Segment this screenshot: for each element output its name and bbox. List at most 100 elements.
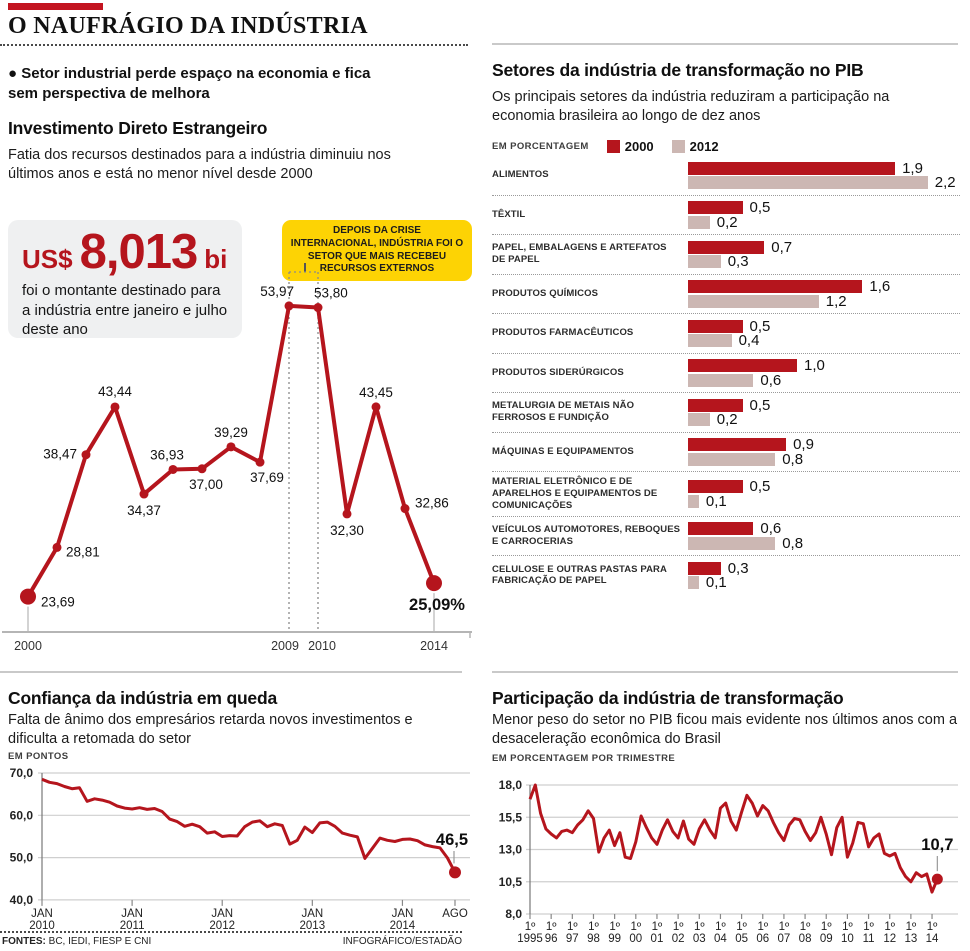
sector-row: VEÍCULOS AUTOMOTORES, REBOQUES E CARROCE…	[492, 517, 960, 557]
bar-value: 0,5	[749, 478, 771, 496]
sector-label: TÊXTIL	[492, 208, 526, 220]
point-label: 32,86	[415, 496, 449, 511]
bar-2000	[688, 561, 721, 575]
unit-suffix: bi	[204, 244, 228, 274]
x-tick-label: 1º 08	[799, 921, 812, 945]
bar-2012	[688, 176, 928, 189]
bar-2000	[688, 480, 743, 494]
x-tick-label: JAN 2011	[120, 908, 145, 932]
data-point	[255, 457, 265, 467]
bar-2000	[688, 280, 863, 293]
confidence-subtitle: Falta de ânimo dos empresários retarda n…	[8, 712, 413, 748]
bar-2000	[688, 359, 797, 372]
end-data-point	[448, 866, 461, 879]
bar-2012	[688, 576, 699, 590]
bar-2012	[688, 452, 776, 466]
bar-value: 0,4	[738, 332, 760, 349]
legend-label-2012: 2012	[689, 139, 719, 154]
data-point	[400, 504, 410, 514]
data-point	[426, 575, 442, 592]
x-tick-label: 1º 11	[863, 921, 875, 945]
bar-2000	[688, 161, 896, 175]
point-label: 32,30	[330, 523, 364, 538]
bar-2000	[688, 319, 743, 333]
y-tick-label: 10,5	[499, 875, 523, 889]
x-tick-label: 1º 13	[904, 921, 917, 945]
sources-list: BC, IEDI, FIESP E CNI	[45, 936, 152, 947]
bar-2000	[688, 201, 743, 214]
y-tick-label: 40,0	[10, 893, 34, 907]
sector-row: ALIMENTOS 1,9 2,2	[492, 156, 960, 196]
x-tick-label: JAN 2012	[209, 908, 235, 932]
sector-row: METALURGIA DE METAIS NÃO FERROSOS E FUND…	[492, 393, 960, 433]
confidence-heading: Confiança da indústria em queda	[8, 688, 277, 708]
x-tick-label: AGO	[442, 908, 468, 920]
point-label: 39,29	[214, 425, 248, 440]
x-tick-label: 2000	[14, 639, 42, 653]
sector-row: PRODUTOS FARMACÊUTICOS 0,5 0,4	[492, 314, 960, 354]
crisis-callout: DEPOIS DA CRISE INTERNACIONAL, INDÚSTRIA…	[282, 220, 472, 282]
sector-label: VEÍCULOS AUTOMOTORES, REBOQUES E CARROCE…	[492, 524, 681, 547]
sectors-unit-label: EM PORCENTAGEM	[492, 141, 589, 152]
data-point	[20, 588, 36, 605]
masthead-dotted-rule	[0, 44, 468, 46]
data-point	[371, 402, 381, 412]
point-label: 37,69	[250, 470, 284, 485]
end-value-label: 10,7	[921, 836, 953, 854]
x-tick-label: 2014	[420, 639, 448, 653]
masthead-accent-bar	[8, 3, 103, 10]
highlight-caption: foi o montante destinado para a indústri…	[22, 282, 228, 338]
x-tick-label: 2010	[308, 639, 336, 653]
bar-2012	[688, 294, 819, 308]
bar-value: 0,5	[749, 317, 771, 335]
highlight-number: US$ 8,013 bi	[22, 228, 228, 277]
x-tick-label: 1º 1995	[517, 921, 543, 945]
sectors-legend: EM PORCENTAGEM 2000 2012	[492, 139, 719, 154]
data-point	[168, 464, 178, 474]
x-tick-label: 1º 06	[756, 921, 769, 945]
footer-dotted-rule	[0, 931, 462, 933]
x-tick-label: 1º 98	[587, 921, 600, 945]
bar-value: 0,9	[793, 436, 814, 453]
data-point	[52, 542, 62, 552]
participation-heading: Participação da indústria de transformaç…	[492, 688, 844, 708]
sector-label: PRODUTOS SIDERÚRGICOS	[492, 366, 624, 378]
participation-unit-label: EM PORCENTAGEM POR TRIMESTRE	[492, 753, 676, 764]
point-label: 23,69	[41, 595, 75, 610]
y-tick-label: 50,0	[10, 851, 34, 865]
x-tick-label: 1º 96	[545, 921, 558, 945]
data-point	[342, 509, 352, 519]
bar-2000	[688, 240, 765, 254]
sectors-bar-chart: ALIMENTOS 1,9 2,2 TÊXTIL 0,5 0,2 PAPEL, EMBALA…	[492, 156, 960, 595]
lead-text: ● Setor industrial perde espaço na econo…	[8, 65, 371, 103]
x-tick-label: JAN 2010	[29, 908, 55, 932]
bar-value: 0,6	[760, 520, 782, 538]
bar-2000	[688, 522, 754, 536]
x-tick-label: JAN 2013	[300, 908, 326, 932]
data-point	[284, 301, 294, 311]
sector-label: PAPEL, EMBALAGENS E ARTEFATOS DE PAPEL	[492, 242, 667, 266]
bar-2012	[688, 255, 721, 268]
bar-value: 0,5	[749, 396, 771, 414]
bar-2012	[688, 536, 776, 550]
currency-prefix: US$	[22, 244, 73, 274]
point-label: 53,97	[260, 284, 294, 299]
bottom-left-rule	[0, 671, 462, 673]
x-tick-label: JAN 2014	[390, 908, 416, 932]
sector-label: ALIMENTOS	[492, 169, 549, 181]
page-title: O NAUFRÁGIO DA INDÚSTRIA	[8, 13, 368, 39]
point-label: 25,09%	[409, 596, 465, 614]
bar-value: 0,2	[716, 213, 738, 231]
sector-label: PRODUTOS FARMACÊUTICOS	[492, 327, 634, 339]
y-tick-label: 60,0	[10, 808, 34, 822]
bar-value: 0,6	[760, 371, 782, 389]
y-tick-label: 70,0	[10, 766, 34, 780]
x-tick-label: 1º 03	[693, 921, 706, 945]
sector-row: MÁQUINAS E EQUIPAMENTOS 0,9 0,8	[492, 433, 960, 472]
bar-2012	[688, 494, 699, 508]
callout-stem	[304, 263, 306, 272]
x-tick-label: 1º 97	[566, 921, 579, 945]
sector-label: PRODUTOS QUÍMICOS	[492, 287, 599, 299]
